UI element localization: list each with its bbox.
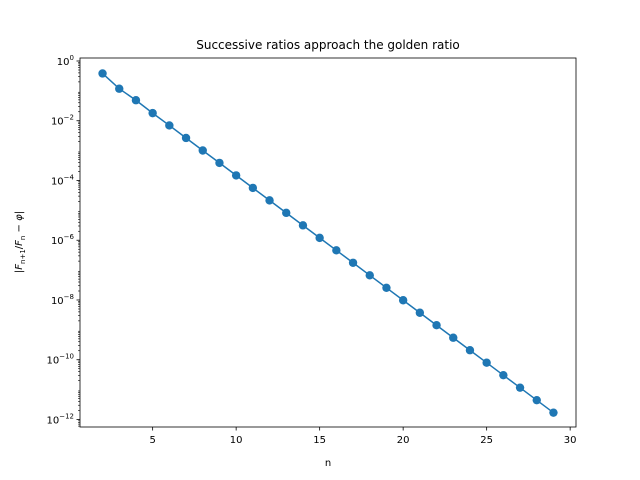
x-tick-label: 30 — [564, 435, 577, 446]
data-point — [248, 183, 258, 193]
data-point — [415, 308, 425, 317]
y-axis-ticks: 10−12 10−10 10−8 10−6 10−4 10−2 100 — [46, 54, 80, 426]
data-point — [215, 158, 224, 168]
series-layer — [98, 69, 558, 417]
x-tick-label: 5 — [149, 435, 155, 446]
data-point — [432, 321, 441, 330]
data-point — [365, 271, 374, 280]
data-point — [398, 296, 408, 305]
data-point — [198, 146, 207, 155]
y-tick-label: 10−2 — [51, 114, 74, 128]
data-point — [98, 69, 107, 78]
data-point — [315, 233, 324, 243]
y-tick-label: 10−6 — [51, 233, 75, 247]
data-point — [231, 171, 241, 180]
y-tick-label: 10−12 — [46, 412, 74, 426]
data-point — [165, 121, 174, 130]
data-point — [515, 383, 525, 392]
data-point — [482, 358, 491, 367]
x-tick-label: 10 — [230, 435, 243, 446]
data-point — [265, 196, 274, 205]
plot-frame — [79, 57, 577, 428]
data-point — [148, 108, 157, 118]
data-point — [499, 370, 508, 380]
data-point — [348, 258, 358, 267]
x-axis-ticks: 5 10 15 20 25 30 — [149, 427, 577, 446]
data-point — [532, 395, 541, 405]
x-tick-label: 15 — [313, 435, 326, 446]
data-point — [549, 408, 558, 417]
data-point — [298, 221, 308, 230]
y-tick-label: 10−4 — [51, 173, 75, 187]
y-tick-label: 100 — [57, 54, 74, 68]
data-point — [465, 346, 475, 355]
x-tick-label: 20 — [397, 435, 410, 446]
data-point — [332, 246, 341, 255]
x-tick-label: 25 — [480, 435, 493, 446]
data-point — [282, 208, 291, 218]
y-tick-label: 10−8 — [51, 293, 74, 307]
y-tick-label: 10−10 — [46, 353, 74, 367]
x-axis-label: n — [325, 458, 331, 469]
plot-area — [80, 58, 576, 427]
chart-title: Successive ratios approach the golden ra… — [196, 38, 460, 52]
data-point — [449, 333, 458, 342]
data-point — [382, 283, 391, 292]
data-point — [131, 96, 141, 105]
series-line — [102, 72, 554, 414]
data-point — [181, 133, 191, 143]
data-point — [115, 84, 124, 93]
